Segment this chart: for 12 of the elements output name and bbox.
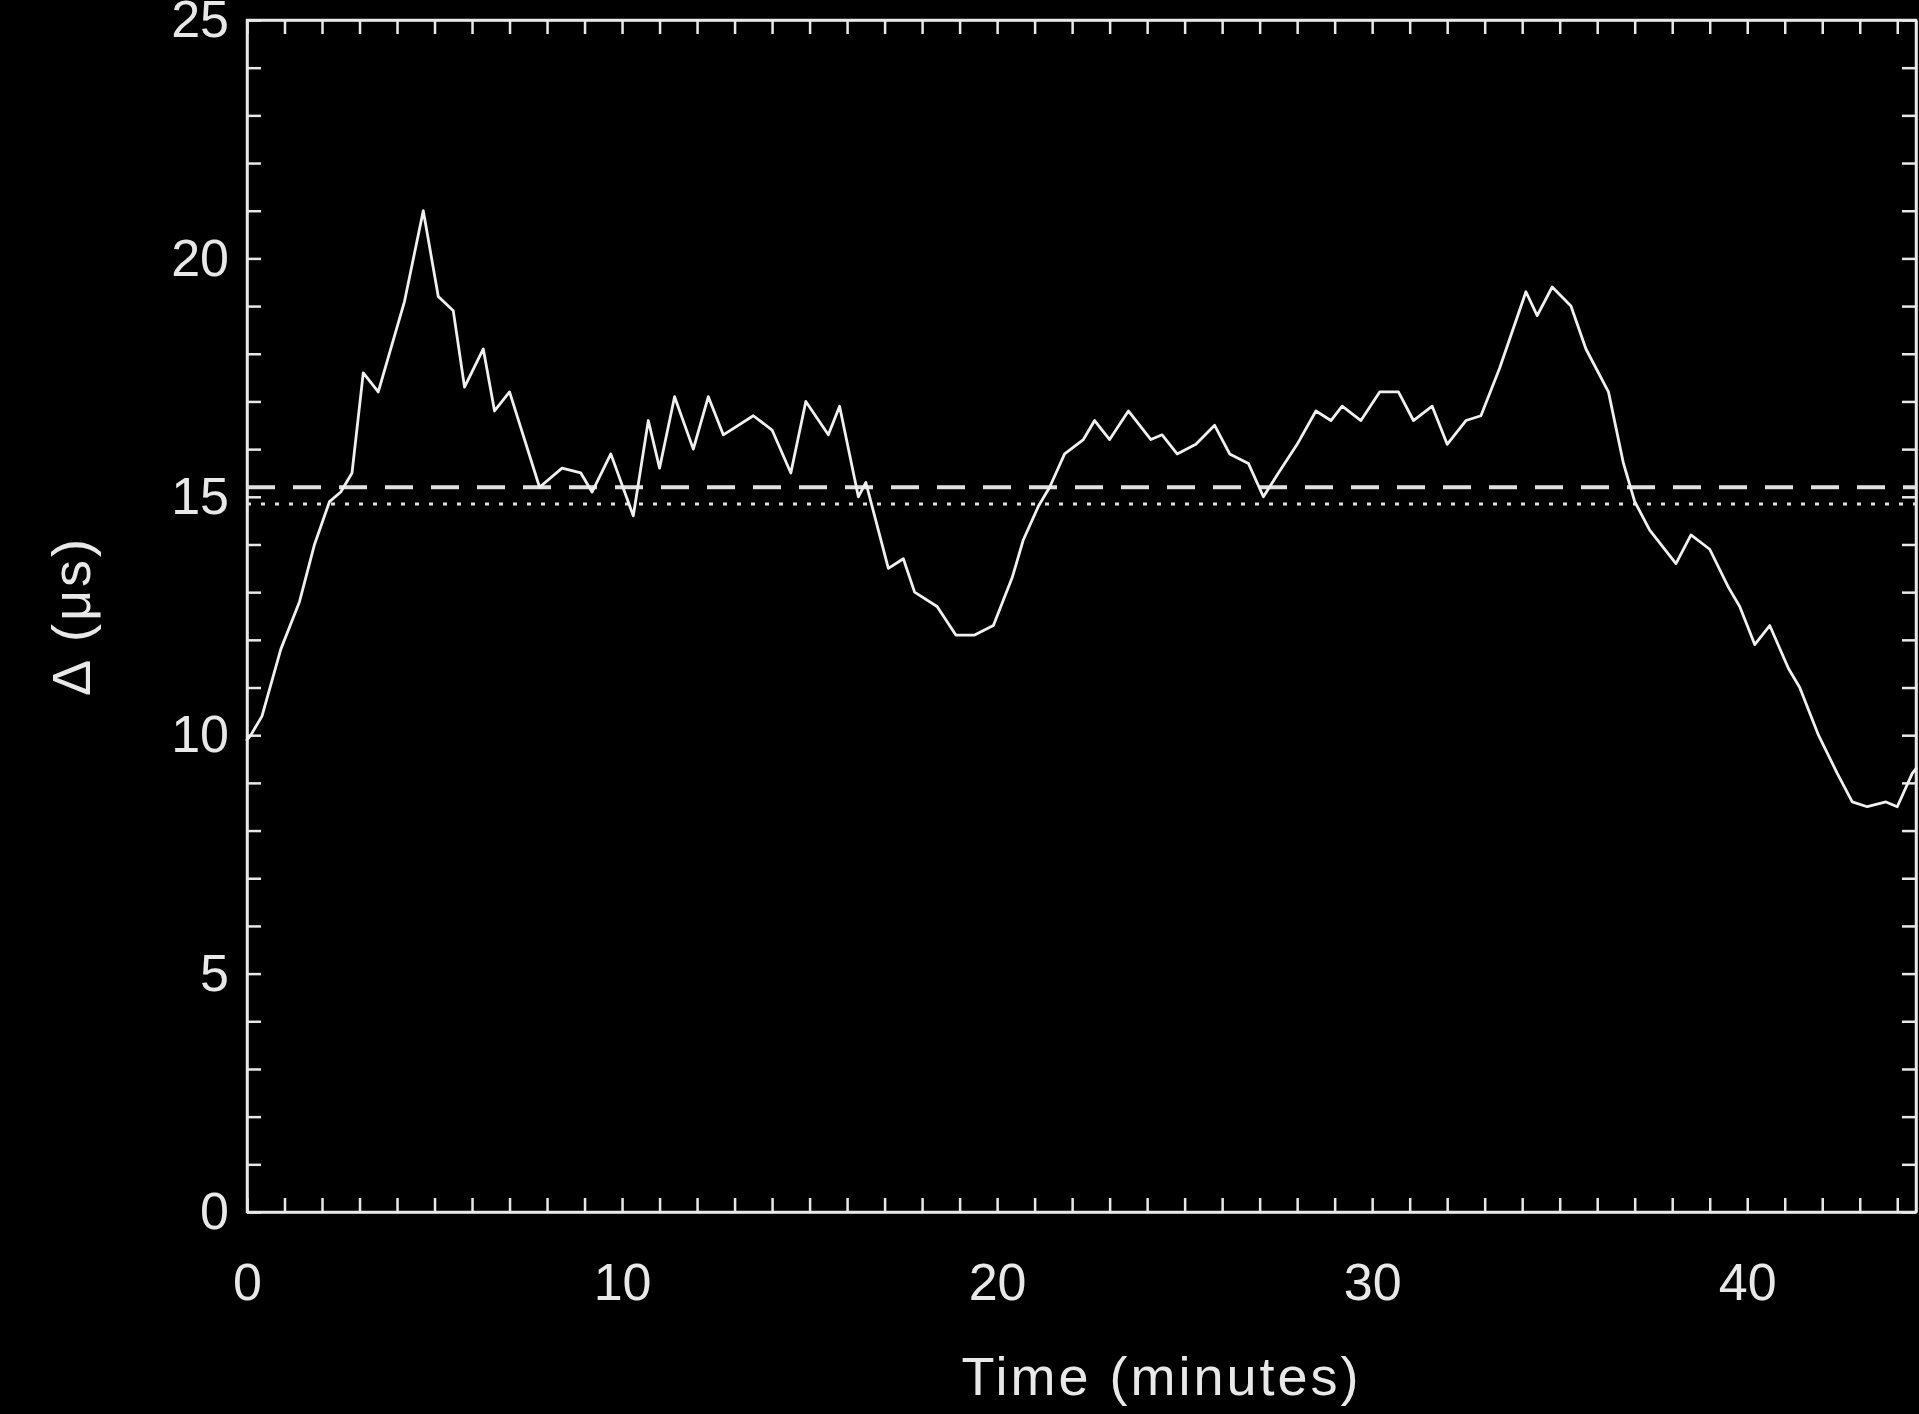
x-tick-label: 10 — [593, 1252, 652, 1311]
x-tick-label: 30 — [1343, 1252, 1402, 1311]
y-axis-title: Δ (μs) — [41, 535, 101, 697]
x-axis-title: Time (minutes) — [961, 1346, 1362, 1406]
y-tick-label: 5 — [200, 943, 229, 1002]
y-tick-label: 0 — [200, 1182, 229, 1241]
y-tick-label: 20 — [171, 228, 229, 287]
y-tick-label: 15 — [171, 466, 229, 525]
y-tick-label: 25 — [171, 0, 229, 49]
x-tick-label: 20 — [968, 1252, 1027, 1311]
x-tick-label: 40 — [1718, 1252, 1777, 1311]
y-tick-label: 10 — [171, 705, 229, 764]
